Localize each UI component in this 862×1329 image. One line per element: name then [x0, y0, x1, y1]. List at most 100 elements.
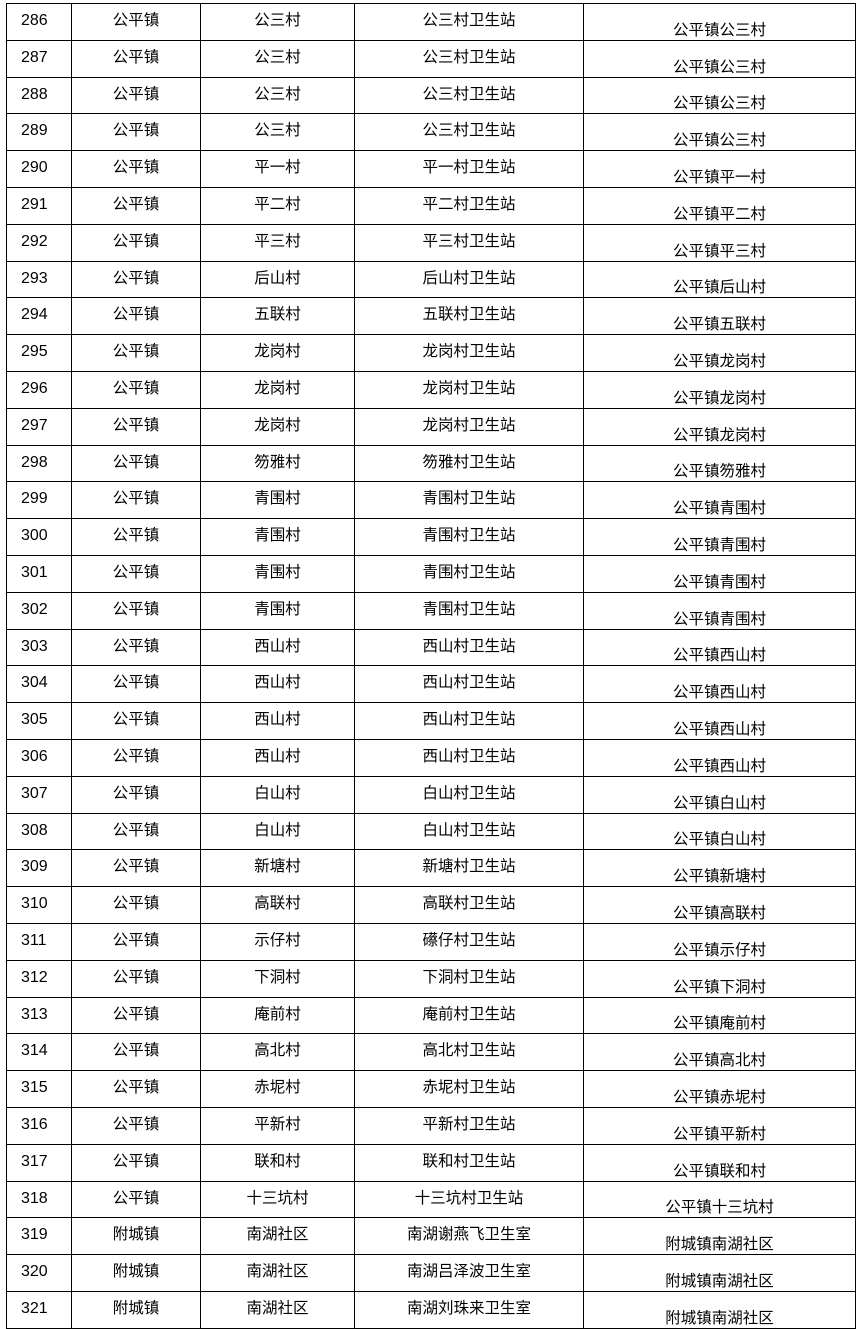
cell-village: 龙岗村: [200, 334, 355, 372]
cell-clinic-name: 联和村卫生站: [354, 1143, 584, 1182]
cell-clinic-name: 青围村卫生站: [354, 591, 584, 630]
cell-clinic-name: 下洞村卫生站: [354, 959, 584, 998]
cell-area: 公平镇青围村: [583, 554, 856, 593]
cell-area: 公平镇公三村: [583, 76, 856, 115]
cell-town: 公平镇: [71, 775, 201, 814]
cell-clinic-name: 青围村卫生站: [354, 481, 584, 520]
cell-village: 公三村: [200, 3, 355, 41]
cell-row-number: 309: [6, 849, 72, 888]
cell-row-number: 300: [6, 518, 72, 556]
cell-town: 公平镇: [71, 76, 201, 115]
cell-clinic-name: 青围村卫生站: [354, 518, 584, 556]
cell-town: 公平镇: [71, 3, 201, 41]
cell-clinic-name: 龙岗村卫生站: [354, 407, 584, 446]
cell-village: 后山村: [200, 260, 355, 299]
cell-area: 附城镇南湖社区: [583, 1217, 856, 1256]
table-row: 301 公平镇 青围村 青围村卫生站 公平镇青围村: [6, 554, 856, 593]
table-row: 318 公平镇 十三坑村 十三坑村卫生站 公平镇十三坑村: [6, 1180, 856, 1219]
cell-area: 公平镇平新村: [583, 1106, 856, 1145]
table-row: 316 公平镇 平新村 平新村卫生站 公平镇平新村: [6, 1106, 856, 1145]
table-row: 311 公平镇 示仔村 礤仔村卫生站 公平镇示仔村: [6, 922, 856, 961]
cell-area: 公平镇示仔村: [583, 922, 856, 961]
table-row: 315 公平镇 赤坭村 赤坭村卫生站 公平镇赤坭村: [6, 1070, 856, 1108]
cell-row-number: 319: [6, 1217, 72, 1256]
cell-area: 公平镇平二村: [583, 186, 856, 225]
cell-clinic-name: 西山村卫生站: [354, 628, 584, 667]
cell-area: 公平镇后山村: [583, 260, 856, 299]
cell-village: 南湖社区: [200, 1290, 355, 1329]
cell-row-number: 290: [6, 150, 72, 188]
cell-area: 公平镇西山村: [583, 702, 856, 740]
cell-village: 西山村: [200, 628, 355, 667]
cell-village: 平新村: [200, 1106, 355, 1145]
table-row: 303 公平镇 西山村 西山村卫生站 公平镇西山村: [6, 628, 856, 667]
cell-village: 西山村: [200, 738, 355, 777]
cell-row-number: 313: [6, 996, 72, 1035]
cell-town: 公平镇: [71, 370, 201, 409]
cell-town: 公平镇: [71, 702, 201, 740]
cell-town: 公平镇: [71, 996, 201, 1035]
cell-town: 公平镇: [71, 738, 201, 777]
cell-clinic-name: 龙岗村卫生站: [354, 370, 584, 409]
cell-area: 公平镇白山村: [583, 812, 856, 851]
cell-village: 公三村: [200, 76, 355, 115]
cell-row-number: 305: [6, 702, 72, 740]
cell-area: 附城镇南湖社区: [583, 1290, 856, 1329]
cell-row-number: 304: [6, 665, 72, 704]
table-body: 286 公平镇 公三村 公三村卫生站 公平镇公三村 287 公平镇 公三村 公三村卫生站 公平镇公…: [6, 3, 856, 1329]
cell-clinic-name: 公三村卫生站: [354, 3, 584, 41]
table-row: 292 公平镇 平三村 平三村卫生站 公平镇平三村: [6, 223, 856, 262]
table-row: 309 公平镇 新塘村 新塘村卫生站 公平镇新塘村: [6, 849, 856, 888]
cell-row-number: 298: [6, 444, 72, 483]
table-row: 313 公平镇 庵前村 庵前村卫生站 公平镇庵前村: [6, 996, 856, 1035]
cell-village: 十三坑村: [200, 1180, 355, 1219]
cell-row-number: 288: [6, 76, 72, 115]
cell-row-number: 315: [6, 1070, 72, 1108]
cell-village: 新塘村: [200, 849, 355, 888]
cell-row-number: 296: [6, 370, 72, 409]
cell-town: 公平镇: [71, 334, 201, 372]
cell-area: 公平镇龙岗村: [583, 334, 856, 372]
cell-row-number: 287: [6, 39, 72, 78]
cell-clinic-name: 龙岗村卫生站: [354, 334, 584, 372]
cell-clinic-name: 西山村卫生站: [354, 702, 584, 740]
cell-area: 公平镇平一村: [583, 150, 856, 188]
cell-area: 公平镇五联村: [583, 297, 856, 336]
cell-row-number: 289: [6, 113, 72, 152]
cell-clinic-name: 公三村卫生站: [354, 113, 584, 152]
cell-town: 公平镇: [71, 1070, 201, 1108]
table-row: 299 公平镇 青围村 青围村卫生站 公平镇青围村: [6, 481, 856, 520]
cell-row-number: 306: [6, 738, 72, 777]
cell-village: 青围村: [200, 591, 355, 630]
cell-area: 公平镇青围村: [583, 481, 856, 520]
cell-clinic-name: 西山村卫生站: [354, 738, 584, 777]
table-row: 310 公平镇 高联村 高联村卫生站 公平镇高联村: [6, 886, 856, 924]
cell-town: 公平镇: [71, 1180, 201, 1219]
cell-area: 公平镇高联村: [583, 886, 856, 924]
cell-village: 赤坭村: [200, 1070, 355, 1108]
cell-area: 公平镇龙岗村: [583, 407, 856, 446]
cell-village: 南湖社区: [200, 1254, 355, 1292]
cell-town: 附城镇: [71, 1217, 201, 1256]
cell-row-number: 307: [6, 775, 72, 814]
table-row: 302 公平镇 青围村 青围村卫生站 公平镇青围村: [6, 591, 856, 630]
table-row: 286 公平镇 公三村 公三村卫生站 公平镇公三村: [6, 3, 856, 41]
cell-village: 白山村: [200, 775, 355, 814]
cell-row-number: 299: [6, 481, 72, 520]
cell-row-number: 321: [6, 1290, 72, 1329]
cell-town: 公平镇: [71, 297, 201, 336]
table-row: 300 公平镇 青围村 青围村卫生站 公平镇青围村: [6, 518, 856, 556]
cell-clinic-name: 南湖刘珠来卫生室: [354, 1290, 584, 1329]
cell-village: 庵前村: [200, 996, 355, 1035]
cell-clinic-name: 南湖谢燕飞卫生室: [354, 1217, 584, 1256]
cell-clinic-name: 公三村卫生站: [354, 39, 584, 78]
cell-row-number: 318: [6, 1180, 72, 1219]
cell-clinic-name: 高联村卫生站: [354, 886, 584, 924]
cell-clinic-name: 公三村卫生站: [354, 76, 584, 115]
cell-town: 公平镇: [71, 1106, 201, 1145]
cell-row-number: 294: [6, 297, 72, 336]
cell-village: 龙岗村: [200, 407, 355, 446]
cell-clinic-name: 十三坑村卫生站: [354, 1180, 584, 1219]
cell-row-number: 292: [6, 223, 72, 262]
cell-town: 公平镇: [71, 1143, 201, 1182]
